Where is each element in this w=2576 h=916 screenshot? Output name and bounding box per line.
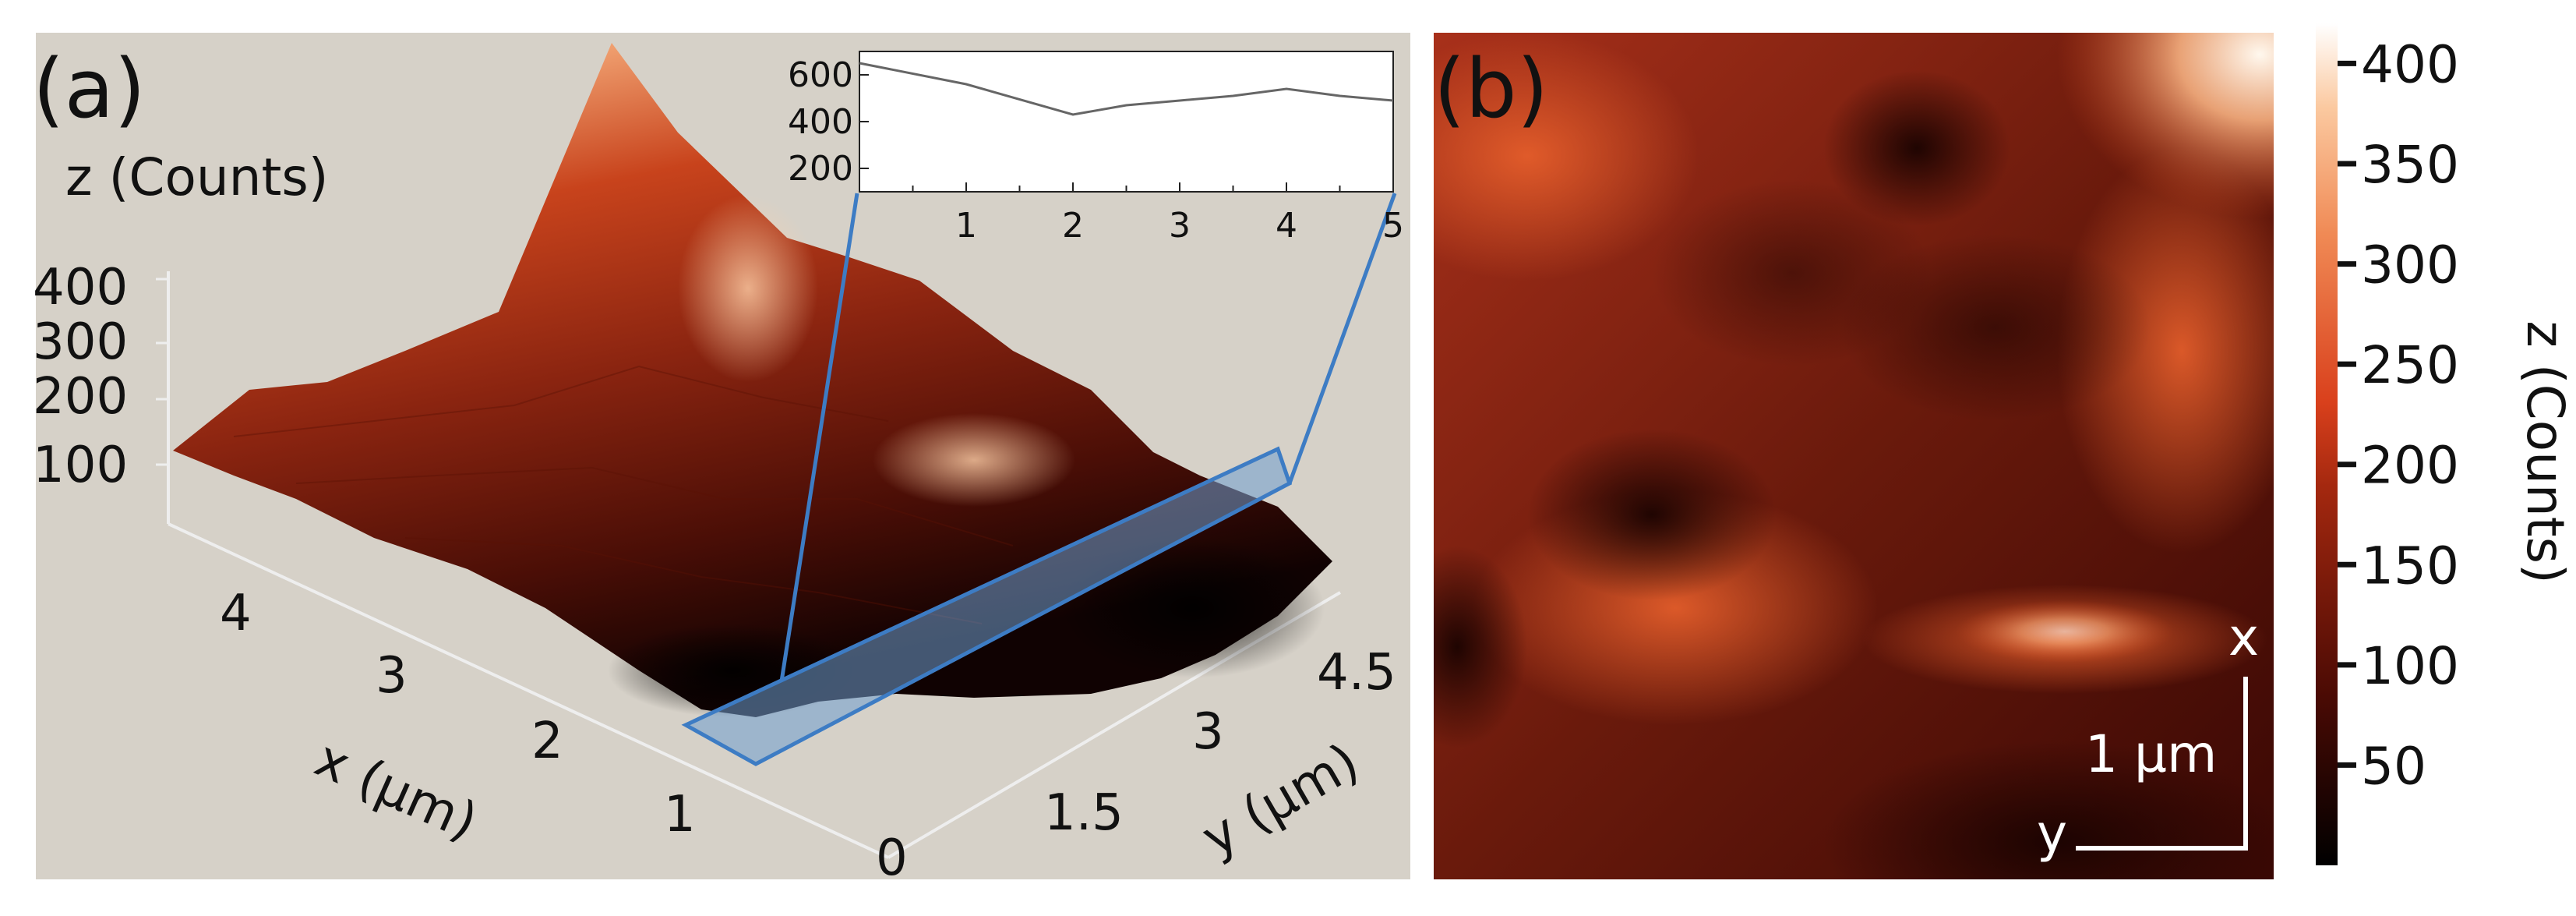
colorbar-tick-label: 50 [2361,736,2426,796]
ridge-line [404,537,983,624]
z-tick-label: 300 [33,313,128,371]
x-tick-label: 3 [376,647,408,705]
slice-connector [779,193,859,682]
inset-x-tick-label: 3 [1169,206,1191,246]
inset-x-tick-label: 4 [1276,206,1297,246]
heatmap-cool-region [1527,429,1777,600]
surface-highlight [678,195,818,382]
heatmap-cool-region [1823,70,2010,226]
heatmap-cool-region [1823,741,2274,879]
scale-bar-label: 1 µm [2085,724,2217,784]
inset-y-tick-label: 200 [788,149,853,189]
heatmap-warm-region [2057,148,2274,553]
colorbar-tick-label: 350 [2361,135,2459,195]
scale-bar: 1 µm x y [2037,607,2259,864]
z-tick-label: 100 [33,437,128,494]
heatmap-cool-region [1652,179,1932,366]
z-axis-ticks: 400 300 200 100 [33,259,168,494]
colorbar-tick-label: 200 [2361,436,2459,496]
heatmap-hot-region [2057,33,2274,218]
scale-bar-y-label: y [2037,804,2067,864]
ridge-line [295,466,1014,546]
x-axis-line [168,522,889,859]
inset-x-tick-label: 2 [1062,206,1084,246]
colorbar-tick-label: 100 [2361,636,2459,696]
slice-connector [1287,193,1397,484]
inset-y-tick-label: 400 [788,102,853,142]
y-axis-ticks: 0 1.5 3 4.5 [876,644,1396,887]
inset-series-line [859,62,1394,116]
y-tick-label: 4.5 [1317,644,1396,702]
inset-y-tick-label: 600 [788,55,853,95]
scale-bar-x-label: x [2228,607,2259,667]
colorbar-tick-label: 250 [2361,335,2459,395]
heatmap-hot-region [1956,600,2174,663]
inset-x-tick-label: 5 [1382,206,1404,246]
panel-b-label: (b) [1434,41,1548,136]
inset-line-plot: 600 400 200 1 2 3 4 5 [788,51,1404,246]
y-tick-label: 1.5 [1044,784,1124,842]
scale-bar-lines [2076,677,2248,851]
colorbar-tick-label: 150 [2361,536,2459,596]
heatmap [1434,33,2274,879]
y-tick-label: 3 [1192,703,1224,761]
heatmap-warm-region [1434,33,1699,281]
ridge-line [233,365,889,437]
z-axis-label: z (Counts) [65,147,329,207]
surface-highlight [873,413,1075,507]
panel-b: (b) 1 µm x y [1434,33,2274,879]
panel-a-label: (a) [33,41,146,136]
colorbar: 400 350 300 250 200 150 100 50 z (Counts) [2316,23,2575,865]
colorbar-label: z (Counts) [2515,320,2575,584]
x-tick-label: 2 [531,713,563,770]
z-tick-label: 400 [33,259,128,317]
inset-frame [859,51,1394,193]
colorbar-tick-label: 300 [2361,235,2459,295]
z-tick-label: 200 [33,368,128,426]
surface-ridges [233,365,1014,624]
colorbar-tick-label: 400 [2361,34,2459,94]
slice-highlight [681,193,1397,766]
surface-shadow [1060,538,1325,678]
heatmap-cool-region [1434,546,1527,748]
panel-a: 400 300 200 100 (a) z (Counts) 4 3 2 1 x… [33,33,1410,887]
inset-x-tick-label: 1 [955,206,977,246]
x-tick-label: 4 [220,585,252,642]
x-tick-label: 1 [664,786,696,843]
y-tick-label: 0 [876,829,908,887]
x-axis-ticks: 4 3 2 1 [220,585,696,843]
colorbar-gradient [2316,23,2338,865]
